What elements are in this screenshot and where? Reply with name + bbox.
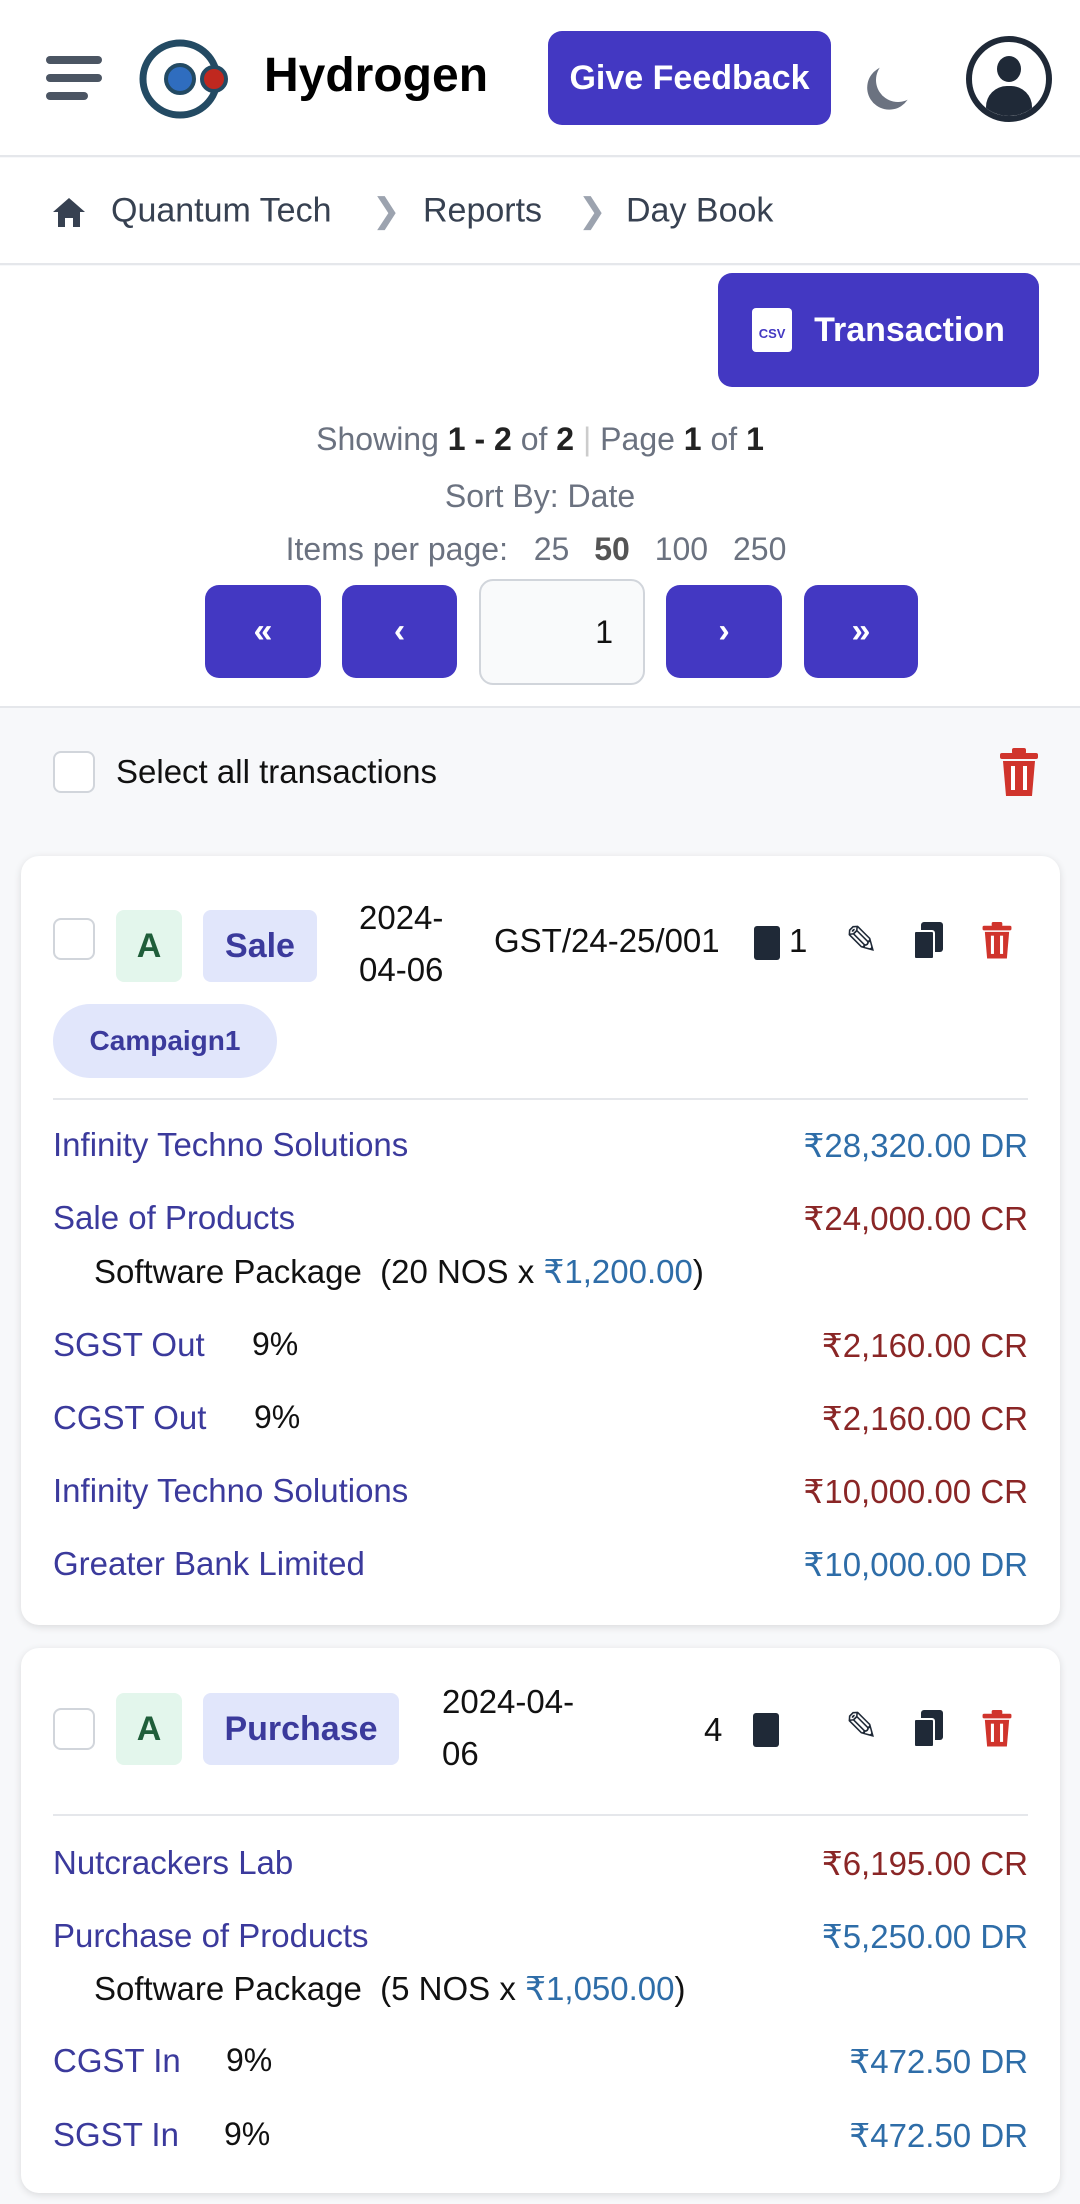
menu-icon[interactable] [46,56,102,100]
delete-trash-icon[interactable] [981,922,1013,960]
dark-mode-moon-icon[interactable] [873,55,924,106]
give-feedback-button[interactable]: Give Feedback [548,31,831,125]
ledger-account-link[interactable]: SGST In [53,2116,179,2153]
line-item-detail: Software Package (5 NOS x ₹1,050.00) [94,1970,686,2007]
ledger-amount: ₹28,320.00 DR [803,1127,1028,1164]
transaction-number: GST/24-25/001 [494,922,720,959]
copy-icon[interactable] [913,922,943,960]
ledger-amount: ₹2,160.00 CR [821,1400,1028,1437]
items-per-page: Items per page: 25 50 100 250 [285,531,787,567]
tax-rate: 9% [252,1326,299,1362]
breadcrumb-quantum-tech[interactable]: Quantum Tech [111,191,332,229]
ledger-account-link[interactable]: Infinity Techno Solutions [53,1126,409,1163]
campaign-tag[interactable]: Campaign1 [53,1004,277,1078]
ledger-amount: ₹2,160.00 CR [821,1327,1028,1364]
select-all-label: Select all transactions [116,753,437,790]
ledger-account-link[interactable]: Infinity Techno Solutions [53,1472,409,1509]
ledger-account-link[interactable]: CGST Out [53,1399,207,1436]
page-size-50[interactable]: 50 [594,531,630,567]
transaction-label: Transaction [814,310,1005,349]
ledger-account-link[interactable]: Nutcrackers Lab [53,1844,294,1881]
ledger-account-link[interactable]: CGST In [53,2042,181,2079]
transaction-card: A Sale 2024- 04-06 GST/24-25/001 1 ✎ Camp… [21,856,1060,1625]
transaction-date: 2024-04-06 [442,1683,575,1772]
select-all-checkbox[interactable] [53,751,95,793]
ledger-amount: ₹24,000.00 CR [803,1200,1028,1237]
attachment-file-icon[interactable] [754,926,780,960]
page-size-100[interactable]: 100 [654,531,709,567]
transaction-checkbox[interactable] [53,918,95,960]
ledger-amount: ₹472.50 DR [849,2043,1028,2080]
transaction-date: 2024-04-06 [359,899,444,988]
breadcrumb: Quantum Tech ❯ Reports ❯ Day Book [0,158,1080,265]
user-avatar-icon[interactable] [966,36,1052,122]
page-size-250[interactable]: 250 [732,531,787,567]
ledger-account-link[interactable]: SGST Out [53,1326,205,1363]
previous-page-button[interactable]: ‹ [342,585,457,678]
first-page-button[interactable]: « [205,585,321,678]
app-title: Hydrogen [264,49,489,102]
ledger-account-link[interactable]: Greater Bank Limited [53,1545,365,1582]
attachment-count: 1 [789,922,808,959]
ledger-amount: ₹472.50 DR [849,2117,1028,2154]
type-badge: Sale [203,910,317,982]
attachment-count: 4 [704,1711,723,1748]
home-icon[interactable] [52,196,86,228]
page-size-25[interactable]: 25 [533,531,570,567]
app-header: Hydrogen Give Feedback [0,0,1080,157]
attachment-file-icon[interactable] [753,1713,779,1747]
edit-pencil-icon[interactable]: ✎ [845,1705,879,1749]
tax-rate: 9% [224,2116,271,2152]
ledger-account-link[interactable]: Purchase of Products [53,1917,369,1954]
export-transaction-csv-button[interactable]: CSV Transaction [718,273,1039,387]
tax-rate: 9% [226,2042,273,2078]
report-controls: CSV Transaction Showing 1 - 2 of 2 | Pag… [0,266,1080,708]
transaction-card: A Purchase 2024-04- 06 4 ✎ Nutcrackers La… [21,1648,1060,2193]
tax-rate: 9% [254,1399,301,1435]
ledger-amount: ₹10,000.00 CR [803,1473,1028,1510]
chevron-right-icon: ❯ [578,191,607,230]
transaction-checkbox[interactable] [53,1708,95,1750]
type-badge: Purchase [203,1693,399,1765]
next-page-button[interactable]: › [666,585,782,678]
hydrogen-logo-icon [139,39,228,119]
ledger-account-link[interactable]: Sale of Products [53,1199,296,1236]
divider [53,1098,1028,1100]
ledger-amount: ₹6,195.00 CR [821,1845,1028,1882]
csv-file-icon: CSV [752,308,793,352]
delete-trash-icon[interactable] [981,1710,1013,1748]
breadcrumb-reports[interactable]: Reports [423,191,543,229]
showing-summary: Showing 1 - 2 of 2 | Page 1 of 1 [316,421,764,457]
ledger-amount: ₹10,000.00 DR [803,1546,1028,1583]
last-page-button[interactable]: » [804,585,918,678]
page-number-input[interactable]: 1 [479,579,645,685]
status-badge: A [116,910,182,982]
divider [53,1814,1028,1816]
ledger-amount: ₹5,250.00 DR [821,1918,1028,1955]
delete-selected-trash-icon[interactable] [998,748,1040,798]
copy-icon[interactable] [913,1710,943,1748]
sort-by-label: Sort By: Date [444,478,636,514]
edit-pencil-icon[interactable]: ✎ [845,919,879,963]
chevron-right-icon: ❯ [372,191,401,230]
breadcrumb-day-book: Day Book [626,191,774,229]
status-badge: A [116,1693,182,1765]
line-item-detail: Software Package (20 NOS x ₹1,200.00) [94,1253,704,1290]
